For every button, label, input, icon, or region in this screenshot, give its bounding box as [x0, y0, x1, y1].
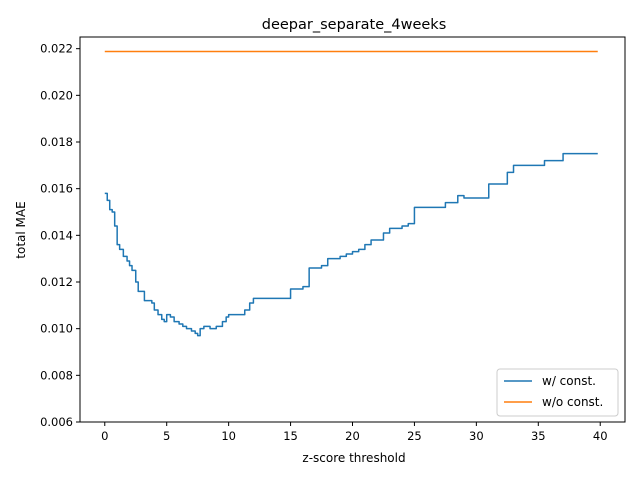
x-tick-label: 40	[593, 429, 608, 443]
chart-title: deepar_separate_4weeks	[262, 17, 447, 33]
y-tick-label: 0.014	[40, 228, 73, 242]
y-axis-label: total MAE	[14, 201, 28, 258]
legend-label: w/o const.	[542, 395, 603, 409]
series-line-1	[104, 152, 598, 337]
legend-label: w/ const.	[542, 374, 596, 388]
x-tick-label: 30	[469, 429, 484, 443]
x-axis-label: z-score threshold	[302, 451, 405, 465]
plot-frame	[79, 36, 626, 423]
y-axis: 0.006 0.008 0.010 0.012 0.014 0.016 0.018 0.020…	[40, 42, 80, 429]
x-tick-label: 5	[163, 429, 170, 443]
x-tick-label: 15	[283, 429, 298, 443]
plot-area	[104, 50, 598, 337]
y-tick-label: 0.016	[40, 182, 73, 196]
x-tick-label: 20	[345, 429, 360, 443]
y-tick-label: 0.012	[40, 275, 73, 289]
legend: w/ const. w/o const.	[496, 368, 619, 417]
x-axis: 0 5 10 15 20 25 30 35 40	[101, 422, 608, 443]
y-tick-label: 0.008	[40, 368, 73, 382]
x-tick-label: 10	[221, 429, 236, 443]
y-tick-label: 0.018	[40, 135, 73, 149]
y-tick-label: 0.010	[40, 322, 73, 336]
x-tick-label: 25	[407, 429, 422, 443]
x-tick-label: 35	[531, 429, 546, 443]
y-tick-label: 0.020	[40, 88, 73, 102]
y-tick-label: 0.006	[40, 415, 73, 429]
x-tick-label: 0	[101, 429, 108, 443]
y-tick-label: 0.022	[40, 42, 73, 56]
